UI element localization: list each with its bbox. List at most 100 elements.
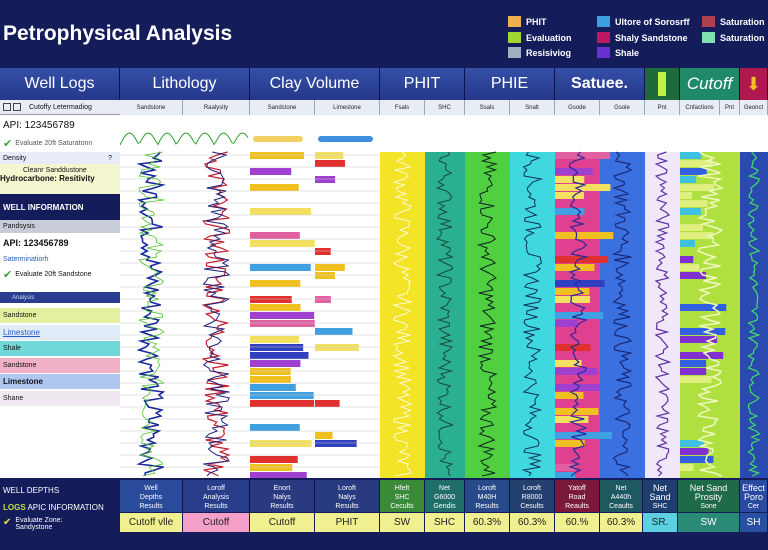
result-value[interactable]: SHC (425, 513, 465, 532)
result-text: Loroft (338, 485, 356, 492)
lithology-block (315, 432, 333, 439)
log-curve (696, 151, 724, 477)
well-depths-label: WELL DEPTHS (3, 486, 60, 495)
log-curve (201, 151, 231, 477)
result-value[interactable]: 60.3% (510, 513, 555, 532)
result-value[interactable]: SW (678, 513, 740, 532)
result-value[interactable]: 60.3% (600, 513, 643, 532)
lithology-item[interactable]: Limestone (0, 324, 120, 340)
legend-item: Resisiviog (508, 47, 571, 58)
result-cell[interactable]: Loroff Analysis Results (183, 480, 250, 512)
saturation-block (555, 168, 593, 175)
result-cell[interactable]: Loroft R8000 Cesults (510, 480, 555, 512)
track-band (510, 152, 555, 478)
track-header-phie[interactable]: PHIE (465, 68, 555, 100)
result-value[interactable]: 60.3% (465, 513, 510, 532)
result-value[interactable]: PHIT (315, 513, 380, 532)
track-header-well-logs[interactable]: Well Logs (0, 68, 120, 100)
result-text: Hfelt (394, 485, 410, 492)
page-title: Petrophysical Analysis (3, 22, 233, 45)
result-cell[interactable]: Net Sand SHC (643, 480, 678, 512)
result-text: Well (144, 485, 158, 492)
result-cell[interactable]: Loroft Nalys Results (315, 480, 380, 512)
result-cell[interactable]: Effect Poro Cer (740, 480, 768, 512)
lithology-item[interactable]: Sandstone (0, 357, 120, 373)
determination-link[interactable]: Saterminatiorh (3, 255, 49, 263)
result-value[interactable]: 60.% (555, 513, 600, 532)
help-icon[interactable]: ? (108, 154, 112, 162)
scale-bar (253, 136, 303, 142)
result-value[interactable]: Cutoff (250, 513, 315, 532)
result-cell[interactable]: Well Depths Results (120, 480, 183, 512)
result-value[interactable]: Cutoff (183, 513, 250, 532)
lithology-block (315, 264, 345, 271)
result-value[interactable]: SW (380, 513, 425, 532)
result-text: Gendis (433, 503, 456, 510)
legend-swatch (702, 16, 715, 27)
result-cell[interactable]: Loroft M40H Results (465, 480, 510, 512)
result-text: Net (439, 485, 450, 492)
track-header-phit[interactable]: PHIT (380, 68, 465, 100)
result-cell[interactable]: Enort Nalys Results (250, 480, 315, 512)
result-text: Loroft (523, 485, 541, 492)
track-header-marker[interactable] (645, 68, 680, 100)
result-value[interactable]: SR. (643, 513, 678, 532)
result-value[interactable]: Cutoff vlle (120, 513, 183, 532)
column-subheader: Pnt (720, 100, 740, 115)
legend-swatch (597, 32, 610, 43)
result-text: Analysis (202, 494, 230, 501)
api-information-label: APIC INFORMATION (27, 503, 104, 512)
track-header-marker[interactable]: ⬇ (740, 68, 768, 100)
saturation-block (555, 392, 584, 399)
result-text: Loroft (478, 485, 496, 492)
lithology-block (250, 336, 300, 343)
legend-label: Saturation (720, 32, 765, 43)
result-text: Results (335, 503, 359, 510)
saturation-block (555, 384, 601, 391)
api-number-2: API: 123456789 (3, 238, 69, 248)
lithology-item[interactable]: Limestone (0, 374, 120, 389)
lithology-item[interactable]: Shane (0, 390, 120, 406)
result-text: Net (652, 483, 667, 493)
track-header-cutoff[interactable]: Cutoff (680, 68, 740, 100)
column-subheader: Ssals (465, 100, 510, 115)
log-curve (611, 151, 634, 477)
log-curve (521, 151, 544, 477)
logs-label: LOGS (3, 503, 26, 512)
lithology-block (315, 152, 344, 159)
track-header-satuee-[interactable]: Satuee. (555, 68, 645, 100)
result-cell[interactable]: Net G6000 Gendis (425, 480, 465, 512)
result-cell[interactable]: Yatoff Road Reaults (555, 480, 600, 512)
column-subheader: Limestone (315, 100, 380, 115)
result-text: Yatoff (568, 485, 586, 492)
column-subheader: Geonct (740, 100, 768, 115)
arrow-down-icon[interactable]: ⬇ (745, 73, 762, 94)
legend-item: PHIT (508, 16, 547, 27)
result-cell[interactable]: Net A440h Ceaults (600, 480, 643, 512)
checkbox[interactable] (13, 103, 21, 111)
lithology-item[interactable]: Sandstone (0, 308, 120, 323)
result-cell[interactable]: Hfelt SHC Cecults (380, 480, 425, 512)
lithology-block (315, 440, 357, 447)
analysis-tab[interactable]: Analysis (0, 292, 120, 303)
checkbox[interactable] (3, 103, 11, 111)
result-text: Nalys (273, 494, 291, 501)
pandsysis-label: Pandsysis (0, 220, 120, 233)
lithology-block (250, 384, 296, 391)
lithology-block (250, 344, 304, 351)
track-header-lithology[interactable]: Lithology (120, 68, 250, 100)
cutoff-block (680, 192, 692, 199)
result-cell[interactable]: Net Sand Prosity Sone (678, 480, 740, 512)
result-value[interactable]: SH (740, 513, 768, 532)
result-text: Results (139, 503, 163, 510)
legend-item: Saturation (702, 16, 765, 27)
track-header-clay-volume[interactable]: Clay Volume (250, 68, 380, 100)
hydrocarbon-label: Hydrocarbone: Resitivity (0, 174, 95, 183)
depth-marker-icon[interactable] (658, 72, 666, 96)
lithology-item[interactable]: Shale (0, 341, 120, 356)
log-curve (138, 151, 166, 477)
density-dropdown[interactable]: Density (3, 154, 27, 162)
lithology-block (315, 328, 353, 335)
saturation-block (555, 416, 589, 423)
lithology-block (315, 344, 359, 351)
